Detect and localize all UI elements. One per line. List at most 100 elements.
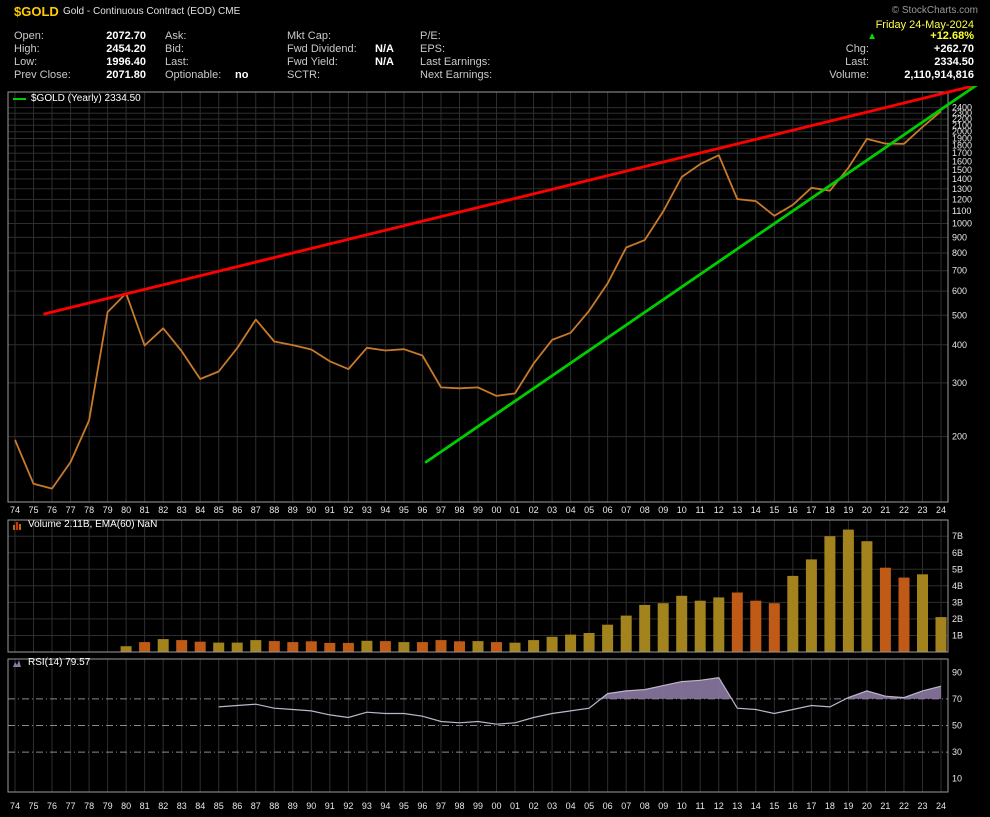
quote-field: High: 2454.20 [14,43,146,56]
y-axis-tick: 1600 [952,156,972,166]
y-axis-tick: 1000 [952,219,972,229]
y-axis-tick: 2200 [952,114,972,124]
x-axis-tick: 95 [399,505,409,515]
x-axis-tick: 16 [788,801,798,811]
x-axis-tick: 92 [343,801,353,811]
rsi-icon [13,659,21,667]
quote-column-3: P/E: EPS: Last Earnings: Next Earnings: [420,30,512,82]
y-axis-tick: 10 [952,774,962,784]
x-axis-tick: 81 [140,801,150,811]
x-axis-tick: 11 [696,505,705,515]
x-axis-tick: 96 [417,505,427,515]
quote-nextearnings-label: Next Earnings: [420,69,493,81]
volume-bar [713,597,725,652]
volume-bar [491,642,502,652]
quote-sctr-label: SCTR: [287,69,320,81]
volume-bar [750,600,762,652]
volume-bar [620,615,632,652]
volume-bar [342,642,354,652]
y-axis-tick: 50 [952,721,962,731]
volume-bar [824,536,836,652]
panel-border [7,91,949,503]
x-axis-tick: 14 [751,505,761,515]
x-axis-tick: 96 [417,801,427,811]
quote-field: Low: 1996.40 [14,56,146,69]
x-axis-tick: 82 [158,801,168,811]
x-axis-tick: 87 [251,801,261,811]
volume-bar [879,567,891,652]
quote-column-0: Open: 2072.70 High: 2454.20 Low: 1996.40 Prev … [14,30,146,82]
x-axis-tick: 78 [84,801,94,811]
resistance-trendline [43,86,979,316]
volume-bar [509,642,521,652]
x-axis-tick: 09 [658,801,668,811]
quote-last-label: Last: [845,56,869,68]
x-axis-tick: 08 [640,801,650,811]
x-axis-tick: 84 [195,505,205,515]
x-axis-tick: 94 [380,801,390,811]
x-axis-tick: 03 [547,801,557,811]
quote-ask-label: Ask: [165,30,187,42]
x-axis-tick: 93 [362,801,372,811]
quote-optionable-value: no [235,69,249,81]
volume-bar [694,600,706,652]
y-axis-tick: 2B [952,614,963,624]
rsi-line [218,676,942,725]
volume-bar [472,641,484,652]
x-axis-tick: 86 [232,505,242,515]
x-axis-tick: 23 [917,505,927,515]
y-axis-tick: 200 [952,432,967,442]
volume-bar [731,592,743,652]
x-axis-tick: 83 [177,801,187,811]
volume-bars-icon [13,521,21,530]
x-axis-tick: 74 [10,505,20,515]
y-axis-tick: 1800 [952,141,972,151]
volume-bar [287,642,299,652]
x-axis-tick: 00 [491,801,501,811]
quote-fwdyield-value: N/A [375,56,394,68]
x-axis-tick: 04 [566,801,576,811]
quote-volume-label: Volume: [829,69,869,81]
volume-bar [842,529,854,652]
price-chart: 2003004005006007008009001000110012001300… [7,86,979,515]
x-axis-tick: 97 [436,801,446,811]
x-axis-tick: 03 [547,505,557,515]
x-axis-tick: 23 [917,801,927,811]
volume-bar [861,541,873,652]
x-axis-tick: 75 [28,801,38,811]
quote-high-value: 2454.20 [106,43,146,55]
quote-field: Last: [165,56,248,69]
x-axis-tick: 24 [936,505,946,515]
volume-bar [231,642,243,652]
volume-bar [454,641,465,652]
x-axis-tick: 11 [696,801,705,811]
volume-bar [194,641,206,652]
x-axis-tick: 21 [880,505,890,515]
x-axis-tick: 01 [510,505,520,515]
y-axis-tick: 6B [952,548,963,558]
y-axis-tick: 70 [952,694,962,704]
y-axis-tick: 1200 [952,194,972,204]
quote-optionable-label: Optionable: [165,69,222,81]
x-axis-tick: 13 [732,505,742,515]
y-axis-tick: 1B [952,631,963,641]
x-axis-tick: 01 [510,801,520,811]
x-axis-tick: 88 [269,505,279,515]
volume-bar [657,603,669,652]
x-axis-tick: 16 [788,505,798,515]
y-axis-tick: 1700 [952,148,972,158]
quote-field: Fwd Dividend: N/A [287,43,394,56]
rsi-chart: 10 30 50 70 90 74 75 76 77 78 79 80 81 82 83 84 85 86 87 88… [7,658,962,811]
quote-pe-label: P/E: [420,30,441,42]
x-axis-tick: 79 [103,801,113,811]
rsi-fill [845,686,941,699]
volume-bar [805,559,817,652]
x-axis-tick: 99 [473,505,483,515]
x-axis-tick: 06 [603,801,613,811]
quote-prevclose-value: 2071.80 [106,69,146,81]
volume-bar [157,639,169,652]
x-axis-tick: 85 [214,801,224,811]
y-axis-tick: 1400 [952,174,972,184]
x-axis-tick: 08 [640,505,650,515]
